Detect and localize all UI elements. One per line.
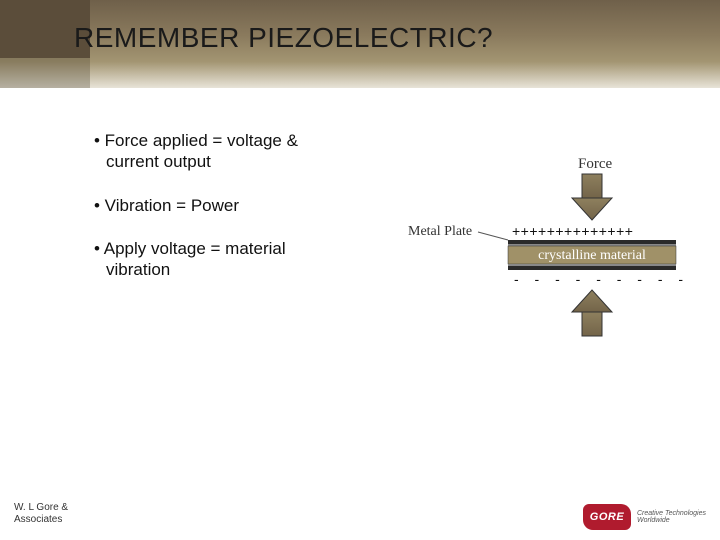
page-title: REMEMBER PIEZOELECTRIC? xyxy=(74,22,493,54)
top-plate-dark xyxy=(508,240,676,244)
charge-minus-row: - - - - - - - - - xyxy=(514,271,689,287)
bottom-plate-dark xyxy=(508,266,676,270)
arrow-up-icon xyxy=(572,290,612,336)
bullet-item: • Force applied = voltage & current outp… xyxy=(94,130,394,173)
tagline-2: Worldwide xyxy=(637,517,706,524)
gore-logo-icon: GORE xyxy=(583,504,631,530)
arrow-down-icon xyxy=(572,174,612,220)
bottom-plate-light xyxy=(508,264,676,266)
piezo-diagram: Force Metal Plate ++++++++++++++ crystal… xyxy=(400,150,700,350)
bullet-item: • Apply voltage = material vibration xyxy=(94,238,394,281)
leader-line xyxy=(478,232,508,240)
crystal-label: crystalline material xyxy=(538,248,646,263)
tagline-1: Creative Technologies xyxy=(637,510,706,517)
bullet-text: • Force applied = voltage & xyxy=(94,131,298,150)
logo-tagline: Creative Technologies Worldwide xyxy=(637,510,706,524)
bullet-list: • Force applied = voltage & current outp… xyxy=(94,130,394,302)
force-label: Force xyxy=(578,156,612,172)
top-plate-light xyxy=(508,244,676,246)
logo-text: GORE xyxy=(590,511,624,523)
bullet-text: • Apply voltage = material xyxy=(94,239,286,258)
header-corner-strip xyxy=(0,58,90,88)
footer-company: W. L Gore & Associates xyxy=(14,502,68,526)
bullet-item: • Vibration = Power xyxy=(94,195,394,216)
footer-line1: W. L Gore & xyxy=(14,502,68,514)
charge-plus-row: ++++++++++++++ xyxy=(512,223,633,239)
footer-line2: Associates xyxy=(14,514,68,526)
bullet-text-cont: current output xyxy=(94,151,394,172)
bullet-text: • Vibration = Power xyxy=(94,196,239,215)
footer-logo: GORE Creative Technologies Worldwide xyxy=(583,504,706,530)
slide-header: REMEMBER PIEZOELECTRIC? xyxy=(0,0,720,88)
metal-plate-label: Metal Plate xyxy=(408,224,472,239)
bullet-text-cont: vibration xyxy=(94,259,394,280)
